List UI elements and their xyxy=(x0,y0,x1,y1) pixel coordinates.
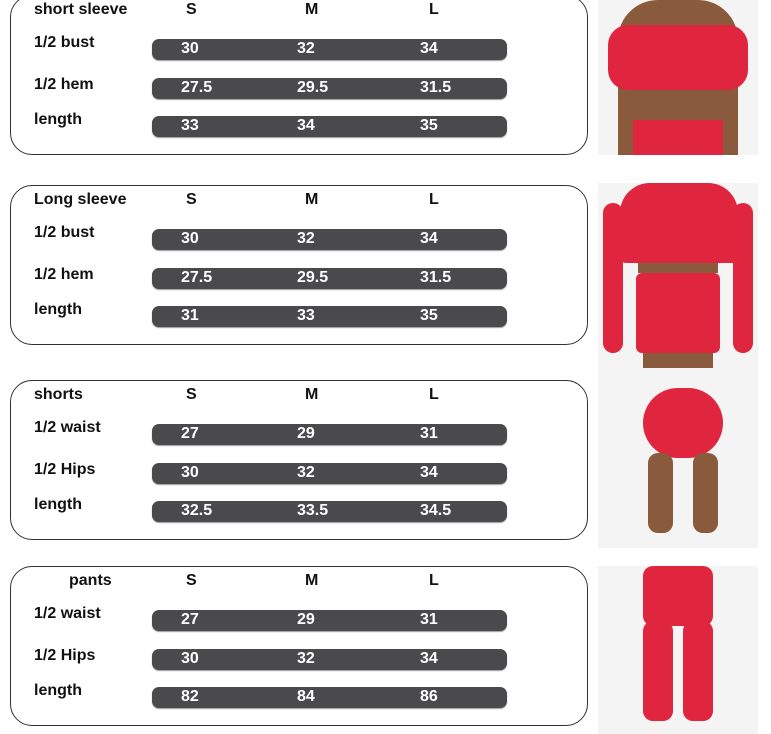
size-header: M xyxy=(305,1,319,18)
measurement-value: 29 xyxy=(297,425,315,442)
row-label: 1/2 hem xyxy=(34,266,94,283)
size-header: L xyxy=(429,1,439,18)
row-label: length xyxy=(34,301,82,318)
measurement-bar: 33 34 35 xyxy=(152,116,507,137)
row-label: length xyxy=(34,496,82,513)
measurement-value: 30 xyxy=(181,650,199,667)
measurement-value: 31 xyxy=(420,611,438,628)
measurement-value: 32 xyxy=(297,464,315,481)
measurement-value: 35 xyxy=(420,117,438,134)
measurement-bar: 30 32 34 xyxy=(152,649,507,670)
size-panel-1: Long sleeve S M L 1/2 bust 30 32 34 1/2 hem 27.5 2… xyxy=(10,185,588,345)
measurement-value: 34 xyxy=(420,40,438,57)
measurement-value: 34 xyxy=(420,464,438,481)
product-photo-long xyxy=(598,183,758,375)
size-header: M xyxy=(305,191,319,208)
size-header: S xyxy=(186,572,197,589)
panel-title: short sleeve xyxy=(34,1,128,18)
measurement-bar: 31 33 35 xyxy=(152,306,507,327)
size-header: S xyxy=(186,386,197,403)
measurement-value: 32 xyxy=(297,40,315,57)
row-label: length xyxy=(34,682,82,699)
size-header: L xyxy=(429,572,439,589)
row-label: 1/2 bust xyxy=(34,34,95,51)
row-label: 1/2 Hips xyxy=(34,461,96,478)
measurement-value: 34 xyxy=(420,650,438,667)
measurement-bar: 30 32 34 xyxy=(152,463,507,484)
size-header: L xyxy=(429,386,439,403)
measurement-value: 34.5 xyxy=(420,502,452,519)
size-header: M xyxy=(305,572,319,589)
size-header: S xyxy=(186,191,197,208)
product-photo-pants xyxy=(598,566,758,734)
panel-title: pants xyxy=(69,572,112,589)
measurement-value: 27 xyxy=(181,611,199,628)
measurement-bar: 32.5 33.5 34.5 xyxy=(152,501,507,522)
panel-title: Long sleeve xyxy=(34,191,127,208)
size-header: M xyxy=(305,386,319,403)
row-label: 1/2 hem xyxy=(34,76,94,93)
measurement-value: 82 xyxy=(181,688,199,705)
measurement-value: 31.5 xyxy=(420,269,452,286)
measurement-value: 32 xyxy=(297,230,315,247)
measurement-value: 33 xyxy=(181,117,199,134)
size-header: L xyxy=(429,191,439,208)
row-label: 1/2 waist xyxy=(34,605,101,622)
measurement-value: 27 xyxy=(181,425,199,442)
measurement-value: 31.5 xyxy=(420,79,452,96)
product-photo-top xyxy=(598,0,758,155)
measurement-value: 30 xyxy=(181,464,199,481)
measurement-bar: 30 32 34 xyxy=(152,229,507,250)
measurement-bar: 82 84 86 xyxy=(152,687,507,708)
measurement-bar: 27 29 31 xyxy=(152,424,507,445)
measurement-value: 34 xyxy=(420,230,438,247)
measurement-value: 34 xyxy=(297,117,315,134)
measurement-value: 35 xyxy=(420,307,438,324)
measurement-value: 32.5 xyxy=(181,502,213,519)
measurement-value: 29.5 xyxy=(297,269,329,286)
row-label: 1/2 Hips xyxy=(34,647,96,664)
measurement-value: 31 xyxy=(181,307,199,324)
size-panel-0: short sleeve S M L 1/2 bust 30 32 34 1/2 hem 27.5… xyxy=(10,0,588,155)
measurement-bar: 27 29 31 xyxy=(152,610,507,631)
measurement-bar: 27.5 29.5 31.5 xyxy=(152,268,507,289)
measurement-value: 84 xyxy=(297,688,315,705)
measurement-value: 33.5 xyxy=(297,502,329,519)
measurement-value: 30 xyxy=(181,40,199,57)
size-panel-2: shorts S M L 1/2 waist 27 29 31 1/2 Hips 30 32 34 le… xyxy=(10,380,588,540)
row-label: length xyxy=(34,111,82,128)
measurement-bar: 30 32 34 xyxy=(152,39,507,60)
measurement-bar: 27.5 29.5 31.5 xyxy=(152,78,507,99)
measurement-value: 31 xyxy=(420,425,438,442)
measurement-value: 33 xyxy=(297,307,315,324)
product-photo-shorts xyxy=(598,368,758,548)
row-label: 1/2 waist xyxy=(34,419,101,436)
row-label: 1/2 bust xyxy=(34,224,95,241)
size-header: S xyxy=(186,1,197,18)
panel-title: shorts xyxy=(34,386,83,403)
measurement-value: 29.5 xyxy=(297,79,329,96)
measurement-value: 29 xyxy=(297,611,315,628)
measurement-value: 30 xyxy=(181,230,199,247)
measurement-value: 27.5 xyxy=(181,79,213,96)
size-panel-3: pants S M L 1/2 waist 27 29 31 1/2 Hips 30 32 34 len… xyxy=(10,566,588,726)
measurement-value: 86 xyxy=(420,688,438,705)
measurement-value: 32 xyxy=(297,650,315,667)
measurement-value: 27.5 xyxy=(181,269,213,286)
